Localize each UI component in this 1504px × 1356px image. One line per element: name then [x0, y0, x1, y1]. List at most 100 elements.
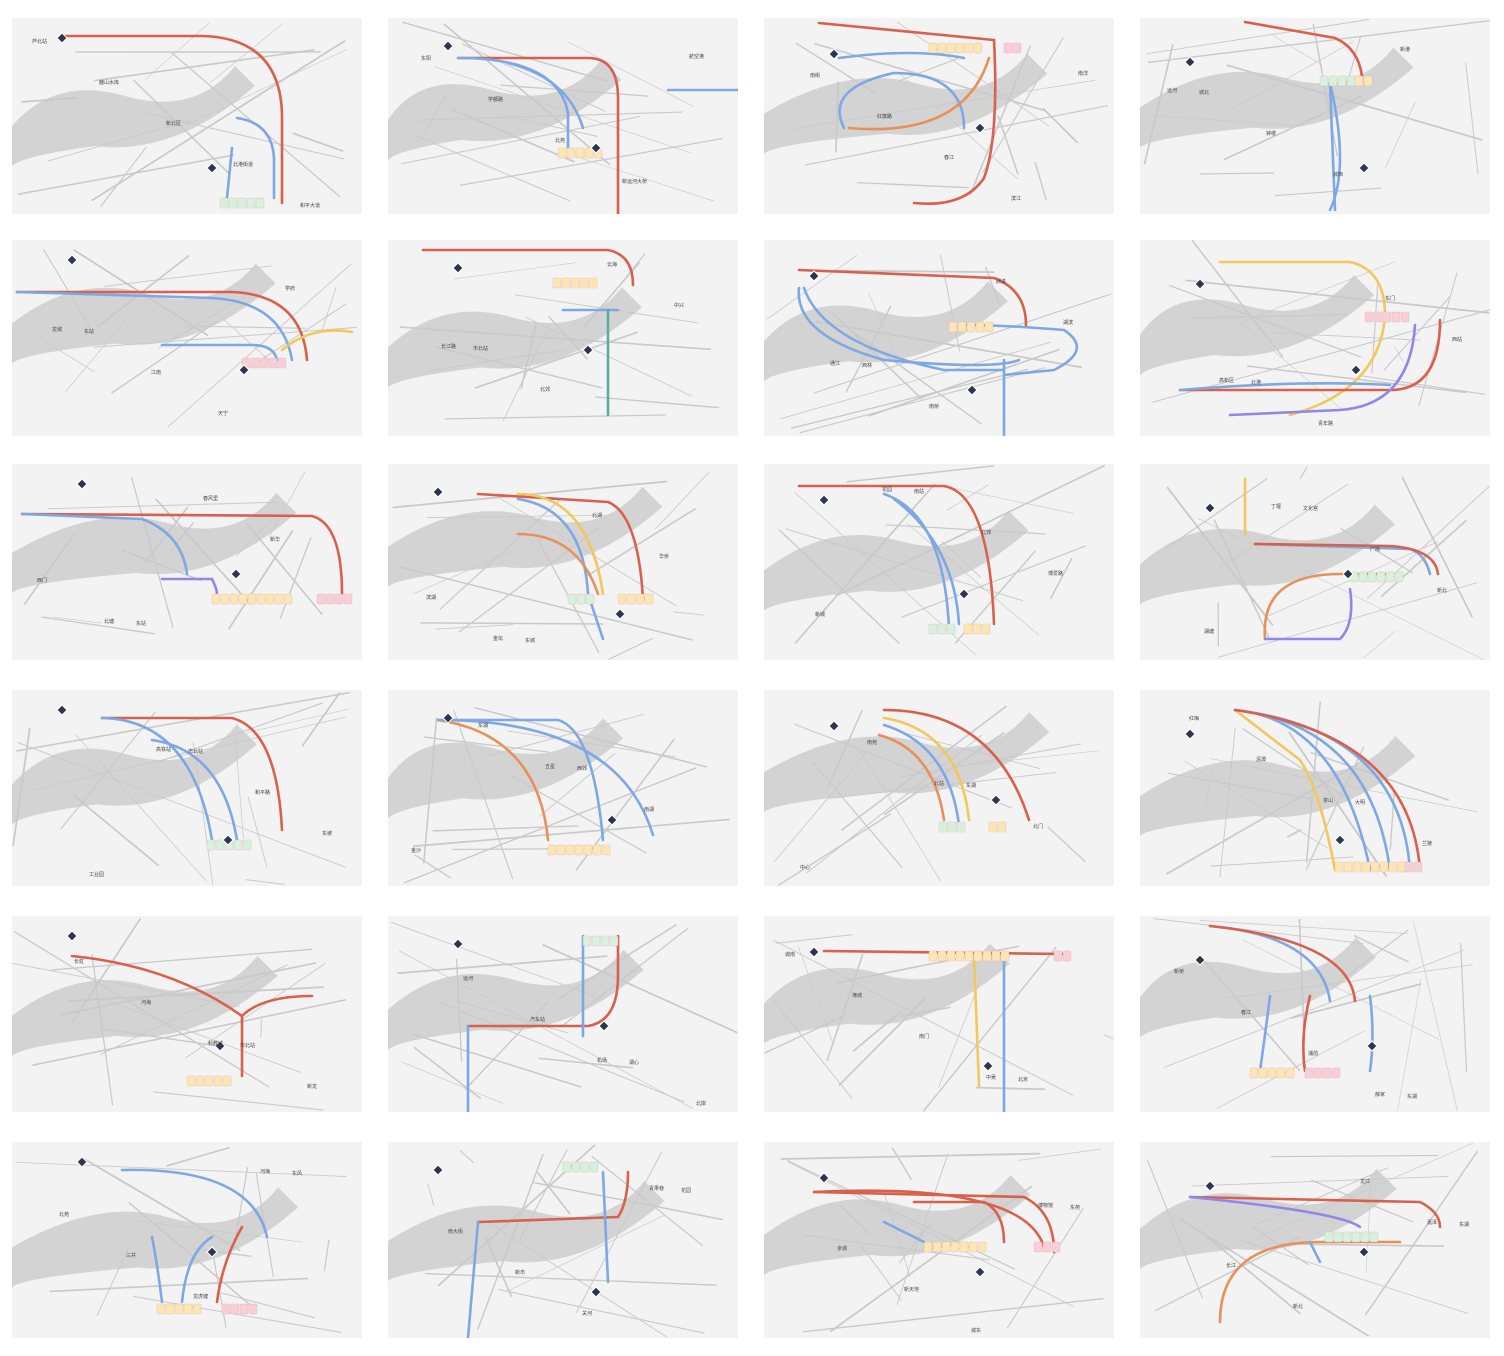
- road: [997, 115, 1019, 175]
- diamond-pin-icon: [214, 1040, 226, 1052]
- road: [1168, 772, 1313, 800]
- road: [1049, 557, 1073, 600]
- stop-badge-icon: [566, 147, 576, 159]
- stop-badge-icon: [1346, 75, 1356, 87]
- place-label: 和平大道: [300, 202, 320, 209]
- stop-badge-icon: [963, 623, 973, 635]
- stop-badge-icon: [1000, 950, 1010, 962]
- map-panel-21[interactable]: 东风 北苑 三井 龙虎塘 河海: [12, 1142, 362, 1338]
- road: [500, 84, 649, 97]
- map-panel-3[interactable]: 南街 红旗路 春江 滨江 南洋: [764, 18, 1114, 214]
- road: [585, 507, 697, 578]
- route-line: [882, 716, 971, 822]
- stop-badge-icon: [981, 623, 991, 635]
- stop-badge-icon: [1062, 950, 1072, 962]
- map-panel-13[interactable]: 市北站 和平路 东坡 工业园 高铁站: [12, 690, 362, 886]
- road: [403, 767, 697, 884]
- route-line: [1178, 382, 1392, 392]
- map-panel-22[interactable]: 花园 南大街 新市 关河 青果巷: [388, 1142, 738, 1338]
- road: [413, 1046, 482, 1100]
- stop-badge-icon: [1404, 861, 1414, 873]
- map-panel-4[interactable]: 城北 钟楼 城西 新港 运河: [1140, 18, 1490, 214]
- map-panel-12[interactable]: 文化宫 广场 新北 湖塘 丁堰: [1140, 464, 1490, 660]
- stop-badge-icon: [626, 593, 636, 605]
- map-panel-10[interactable]: 东城 北湖 华侨 滨湖 金坛: [388, 464, 738, 660]
- stop-badge-icon: [230, 1303, 240, 1315]
- stop-badge-icon: [213, 1075, 223, 1087]
- place-label: 北塘: [104, 618, 114, 625]
- route-line: [601, 1170, 610, 1284]
- place-label: 东苑: [1070, 1204, 1080, 1211]
- place-label: 南门: [919, 1033, 929, 1040]
- stop-badge-icon: [968, 1241, 978, 1253]
- road: [538, 1057, 633, 1069]
- road: [1205, 769, 1213, 809]
- road: [1270, 1154, 1438, 1158]
- map-panel-6[interactable]: 市北站 北郊 云海 中兴 长江路: [388, 240, 738, 436]
- stop-badge-icon: [1322, 1067, 1332, 1079]
- river-area: [1140, 735, 1416, 836]
- road: [397, 955, 608, 975]
- road: [1199, 919, 1408, 935]
- place-label: 丁堰: [1271, 503, 1281, 510]
- map-panel-16[interactable]: 大明 兰陵 红梅 清潭 茶山: [1140, 690, 1490, 886]
- map-panel-5[interactable]: 东站 江南 天宁 学府 龙城: [12, 240, 362, 436]
- route-line: [160, 343, 279, 362]
- stop-badge-icon: [250, 357, 260, 369]
- stop-badge-icon: [215, 839, 225, 851]
- map-panel-15[interactable]: 东湖 北门 中心 南苑 北站: [764, 690, 1114, 886]
- diamond-pin-icon: [432, 1164, 444, 1176]
- road: [439, 499, 560, 610]
- road: [1334, 929, 1409, 986]
- road: [1226, 64, 1483, 141]
- river-area: [12, 955, 278, 1056]
- road: [246, 522, 323, 616]
- map-panel-24[interactable]: 东湖 长江 新北 龙江 嘉泽: [1140, 1142, 1490, 1338]
- map-panel-20[interactable]: 东湖 新桥 春江 浦前 薛家: [1140, 916, 1490, 1112]
- place-label: 西郊: [577, 765, 587, 772]
- map-panel-1[interactable]: 芦北站 鹿山水库 新北区 北港街道 和平大道: [12, 18, 362, 214]
- road: [464, 1000, 550, 1091]
- route-line: [280, 329, 354, 352]
- road: [38, 337, 95, 373]
- map-panel-23[interactable]: 东苑 京城 新天地 城东 博物馆: [764, 1142, 1114, 1338]
- road: [840, 705, 1008, 832]
- stop-badge-icon: [204, 1075, 214, 1087]
- road: [976, 1086, 1046, 1091]
- road: [1465, 62, 1479, 175]
- place-label: 关河: [582, 1310, 592, 1317]
- map-panel-17[interactable]: 市北站 新龙 长虹 河海 科教城: [12, 916, 362, 1112]
- map-panel-7[interactable]: 西林 南桥 武进 湖滨 通江: [764, 240, 1114, 436]
- road: [582, 262, 641, 329]
- map-panel-9[interactable]: 东站 春风里 新华 西门 北塘: [12, 464, 362, 660]
- map-panel-18[interactable]: 湖心 北岸 运河 汽车站 机场: [388, 916, 738, 1112]
- map-panel-2[interactable]: 东阳 学都路 北苑 新运河大桥 航空港: [388, 18, 738, 214]
- road: [1185, 279, 1490, 314]
- river-area: [1140, 47, 1414, 148]
- map-panel-11[interactable]: 南站 北郊 博爱路 新城 花园: [764, 464, 1114, 660]
- stop-badge-icon: [928, 42, 938, 54]
- map-panel-8[interactable]: 北港 青年路 东门 西站 高新区: [1140, 240, 1490, 436]
- stop-badge-icon: [570, 277, 580, 289]
- road: [802, 1297, 1104, 1333]
- road: [15, 1161, 347, 1177]
- road: [68, 986, 324, 1002]
- river-area: [388, 1181, 665, 1282]
- road: [1146, 1159, 1203, 1299]
- stop-badge-icon: [1033, 1241, 1043, 1253]
- map-panel-14[interactable]: 西郊 南湖 金沙 东湖 五星: [388, 690, 738, 886]
- road: [1199, 172, 1275, 175]
- route-line: [1263, 572, 1392, 641]
- road: [1191, 240, 1284, 358]
- place-label: 淹城: [852, 992, 862, 999]
- road: [60, 711, 156, 830]
- stop-badge-icon: [325, 593, 335, 605]
- map-panel-19[interactable]: 北京 城南 淹城 南门 中吴: [764, 916, 1114, 1112]
- road: [793, 723, 1013, 809]
- road: [412, 536, 546, 595]
- diamond-pin-icon: [1184, 728, 1196, 740]
- route-line: [797, 286, 1021, 367]
- road: [1034, 161, 1048, 201]
- route-line: [516, 492, 605, 596]
- route-line: [100, 716, 284, 832]
